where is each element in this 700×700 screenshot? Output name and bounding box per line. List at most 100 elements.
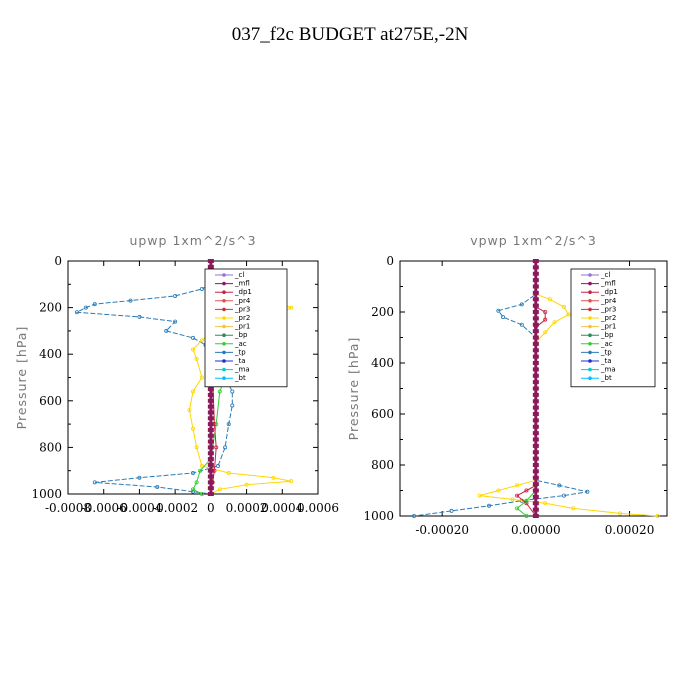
chart2-point-mfl xyxy=(532,405,539,410)
chart1-point-pr2 xyxy=(194,445,199,450)
chart1-ytick-label: 800 xyxy=(39,440,62,454)
chart2-point-mfl xyxy=(532,443,539,448)
chart-vpwp: vpwp 1xm^2/s^3 Pressure [hPa] 0 200 400 600 80… xyxy=(346,233,668,537)
chart2-point-mfl xyxy=(532,310,539,314)
chart2-point-mfl xyxy=(532,297,539,302)
chart1-legend-marker xyxy=(222,281,226,286)
chart1-point-tp xyxy=(230,403,235,408)
chart2-legend-marker xyxy=(588,350,592,355)
chart1-point-mfl xyxy=(207,398,214,403)
chart2-point-mfl xyxy=(532,507,539,512)
chart2-ytick-label: 800 xyxy=(371,458,394,472)
chart1-legend-label: _ta xyxy=(234,357,246,365)
chart1-point-pr2 xyxy=(190,426,195,431)
chart1-point-pr2 xyxy=(199,338,204,343)
chart1-point-mfl xyxy=(207,480,214,485)
chart1-legend-label: _pr4 xyxy=(234,297,251,305)
chart1-point-tp xyxy=(92,302,97,307)
chart2-legend-label: _tp xyxy=(600,348,612,356)
chart2-point-mfl xyxy=(532,290,539,295)
chart1-legend xyxy=(204,268,288,388)
chart1-legend-label: _ma xyxy=(234,366,250,374)
chart1-point-mfl xyxy=(207,404,214,409)
chart2-legend-marker xyxy=(588,324,592,329)
chart1-point-mfl xyxy=(207,486,214,491)
chart2-point-pr2 xyxy=(543,330,548,335)
chart1-point-tp xyxy=(190,471,195,476)
chart2-point-mfl xyxy=(532,501,539,506)
chart2-point-mfl xyxy=(532,316,539,321)
chart2-legend-label: _pr4 xyxy=(600,297,617,305)
chart1-point-pr2 xyxy=(194,356,199,361)
chart2-point-tp xyxy=(519,322,524,327)
chart2-point-mfl xyxy=(532,303,539,308)
chart2-ytick-label: 0 xyxy=(386,254,394,268)
chart2-point-pr2 xyxy=(496,488,501,493)
chart1-point-mfl xyxy=(207,422,214,427)
chart1-point-ac xyxy=(198,468,203,473)
chart2-point-tp xyxy=(486,503,491,508)
chart1-legend-marker xyxy=(222,307,226,312)
chart2-legend-label: _pr2 xyxy=(600,314,616,322)
chart1-point-pr2 xyxy=(271,475,276,480)
chart2-legend-label: _ac xyxy=(600,340,613,348)
chart2-point-mfl xyxy=(532,284,539,289)
chart2-ylabel: Pressure [hPa] xyxy=(346,337,361,441)
chart1-point-pr2 xyxy=(226,471,231,476)
chart2-point-mfl xyxy=(532,361,539,365)
chart2-point-ac xyxy=(524,498,529,503)
chart2-point-mfl xyxy=(532,322,539,327)
chart2-ytick-label: 400 xyxy=(371,356,394,370)
chart2-legend-marker xyxy=(588,333,592,337)
chart1-point-mfl xyxy=(207,264,214,269)
chart1-point-tp xyxy=(226,422,231,427)
chart1-point-tp xyxy=(199,286,204,291)
page-title: 037_f2c BUDGET at275E,-2N xyxy=(231,24,469,45)
chart2-point-pr2 xyxy=(566,312,571,317)
chart2-point-tp xyxy=(412,513,417,518)
chart2-point-ac xyxy=(515,506,520,511)
chart1-xtick-label: 0.0004 xyxy=(261,501,303,515)
chart2-point-mfl xyxy=(532,259,539,263)
chart2-xtick-label: 0.00000 xyxy=(511,523,561,537)
chart2-point-pr2 xyxy=(655,513,660,518)
chart1-point-tp xyxy=(83,305,88,310)
chart1-point-pr2 xyxy=(187,408,192,413)
chart1-point-pr2 xyxy=(199,375,204,380)
chart2-point-mfl xyxy=(532,265,539,270)
chart2-legend-label: _ta xyxy=(600,357,612,365)
chart1-xtick-label: 0 xyxy=(207,501,215,515)
chart1-ytick-label: 400 xyxy=(39,347,62,361)
chart2-point-tp xyxy=(561,493,566,498)
chart1-point-mfl xyxy=(207,416,214,421)
chart1-ytick-label: 1000 xyxy=(31,487,62,501)
chart2-point-mfl xyxy=(532,424,539,429)
chart2-point-mfl xyxy=(532,450,539,455)
chart2-point-mfl xyxy=(532,488,539,493)
chart1-point-mfl xyxy=(207,492,214,496)
chart2-point-tp xyxy=(585,489,590,494)
chart1-ytick-label: 200 xyxy=(39,301,62,315)
chart2-xtick-label: -0.00020 xyxy=(415,523,469,537)
chart2-legend-marker xyxy=(588,342,592,346)
chart2-legend-marker xyxy=(588,281,592,286)
chart2-point-pr2 xyxy=(547,297,552,302)
chart1-point-tp xyxy=(128,298,133,303)
chart2-point-mfl xyxy=(532,392,539,397)
chart2-legend-label: _pr1 xyxy=(600,323,616,331)
chart1-legend-label: _bp xyxy=(234,331,248,339)
chart1-legend-label: _bt xyxy=(234,374,246,382)
chart1-point-mfl xyxy=(207,433,214,438)
chart1-point-mfl xyxy=(207,392,214,397)
chart2-title: vpwp 1xm^2/s^3 xyxy=(470,233,597,248)
chart2-point-tp xyxy=(519,302,524,307)
chart2-point-pr2 xyxy=(543,501,548,506)
chart2-legend-label: _mfl xyxy=(600,280,616,288)
chart1-legend-label: _dp1 xyxy=(234,288,252,296)
chart1-point-mfl xyxy=(207,410,214,415)
chart2-point-pr2 xyxy=(515,483,520,488)
chart2-point-mfl xyxy=(532,437,539,442)
chart1-point-pr2 xyxy=(289,305,294,310)
chart2-legend-marker xyxy=(588,290,592,294)
chart1-legend-marker xyxy=(222,342,226,346)
